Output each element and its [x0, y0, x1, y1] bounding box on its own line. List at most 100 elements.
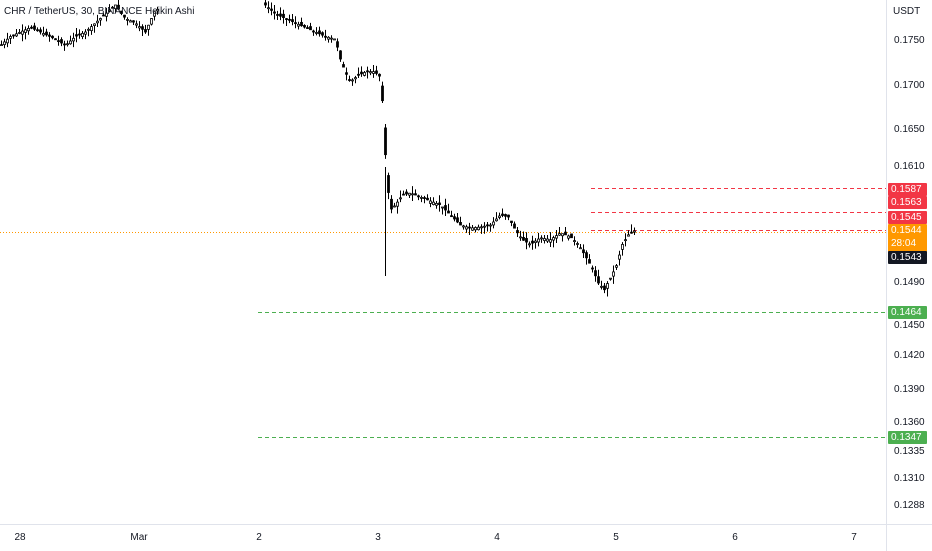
candle-body — [456, 217, 459, 223]
candle-body — [528, 243, 531, 246]
candle-body — [546, 238, 549, 242]
candle-body — [468, 226, 471, 229]
last-price-badge: 0.1544 28:04 — [888, 224, 927, 252]
time-tick: 3 — [375, 532, 381, 543]
candle-body — [510, 220, 513, 223]
candle-body — [93, 23, 96, 26]
candle-body — [153, 11, 156, 17]
candle-body — [60, 39, 63, 44]
candle-body — [12, 34, 15, 37]
chart-pane[interactable]: CHR / TetherUS, 30, BINANCE Heikin Ashi — [0, 0, 886, 524]
candle-body — [15, 33, 18, 37]
candle-body — [369, 71, 372, 74]
candle-body — [483, 225, 486, 228]
resistance-level-badge: 0.1545 — [888, 211, 927, 224]
time-tick: 28 — [14, 532, 26, 543]
candle-body — [57, 40, 60, 43]
candle-body — [45, 31, 48, 36]
price-plot[interactable] — [0, 0, 886, 524]
time-tick: 5 — [613, 532, 619, 543]
candle-body — [108, 9, 111, 12]
candle-body — [474, 227, 477, 231]
candle-body — [480, 226, 483, 229]
last-price-value: 0.1544 — [891, 225, 922, 236]
candle-body — [150, 18, 153, 25]
candle-body — [477, 226, 480, 231]
candle-body — [333, 38, 336, 41]
candle-body — [75, 34, 78, 37]
candle-body — [117, 4, 120, 10]
candle-body — [525, 238, 528, 243]
candle-body — [561, 233, 564, 237]
price-tick: 0.1450 — [894, 320, 925, 331]
axis-corner — [886, 524, 932, 551]
candle-body — [591, 267, 594, 270]
candle-body — [300, 21, 303, 27]
candle-body — [435, 202, 438, 206]
candle-body — [324, 35, 327, 38]
candle-body — [420, 196, 423, 199]
candle-body — [105, 12, 108, 17]
candle-body — [279, 13, 282, 17]
candle-body — [345, 72, 348, 75]
candle-body — [126, 18, 129, 21]
candle-body — [357, 73, 360, 76]
candle-body — [384, 127, 387, 156]
crosshair-price-badge: 0.1543 — [888, 251, 927, 264]
price-axis[interactable]: USDT 0.1750 0.1700 0.1650 0.1610 0.1490 … — [886, 0, 932, 524]
candle-body — [372, 71, 375, 74]
candle-body — [123, 14, 126, 18]
candle-body — [387, 175, 390, 193]
candle-body — [519, 236, 522, 239]
candle-body — [543, 238, 546, 241]
candle-body — [621, 244, 624, 250]
bar-countdown: 28:04 — [891, 238, 917, 249]
candle-body — [585, 252, 588, 259]
candle-body — [396, 201, 399, 207]
candle-body — [630, 231, 633, 234]
candle-body — [264, 2, 267, 6]
resistance-level-badge: 0.1563 — [888, 196, 927, 209]
candle-body — [495, 218, 498, 222]
candle-body — [288, 18, 291, 21]
candle-body — [438, 202, 441, 206]
candle-body — [42, 33, 45, 36]
candle-body — [414, 193, 417, 196]
price-tick: 0.1490 — [894, 277, 925, 288]
time-axis[interactable]: 28 Mar 2 3 4 5 6 7 — [0, 524, 886, 551]
candle-body — [570, 233, 573, 239]
candle-body — [441, 206, 444, 209]
candle-body — [597, 276, 600, 284]
candle-body — [378, 73, 381, 77]
candle-body — [30, 26, 33, 29]
candle-body — [21, 30, 24, 35]
candle-body — [618, 254, 621, 260]
candle-body — [444, 205, 447, 211]
candle-body — [111, 6, 114, 9]
candle-body — [450, 215, 453, 218]
candle-body — [567, 235, 570, 239]
currency-label[interactable]: USDT — [893, 6, 921, 17]
price-tick: 0.1650 — [894, 124, 925, 135]
candle-body — [606, 283, 609, 289]
candle-body — [447, 210, 450, 214]
candle-body — [120, 10, 123, 14]
candle-body — [537, 238, 540, 243]
candle-body — [306, 27, 309, 29]
candle-body — [87, 28, 90, 31]
candle-body — [81, 32, 84, 37]
candle-body — [600, 285, 603, 288]
candle-body — [270, 8, 273, 11]
candle-body — [33, 25, 36, 30]
candle-body — [276, 14, 279, 16]
candle-body — [273, 11, 276, 14]
candle-body — [138, 26, 141, 29]
symbol-legend[interactable]: CHR / TetherUS, 30, BINANCE Heikin Ashi — [4, 6, 195, 17]
candle-body — [501, 213, 504, 216]
candle-body — [399, 197, 402, 200]
candle-body — [147, 24, 150, 30]
candle-body — [144, 29, 147, 33]
candle-body — [360, 71, 363, 75]
candle-body — [426, 197, 429, 201]
candle-body — [90, 26, 93, 32]
